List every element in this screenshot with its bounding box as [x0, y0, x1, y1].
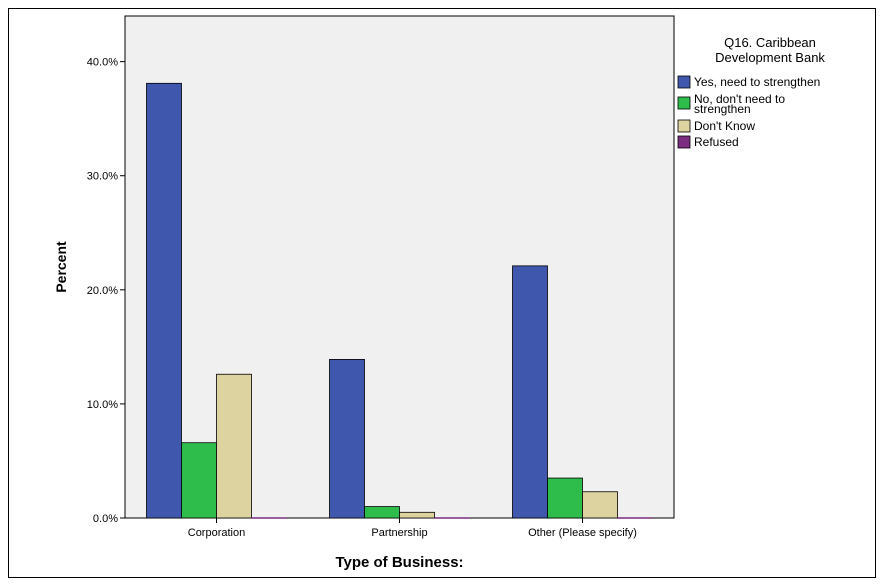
y-axis-title: Percent [53, 241, 69, 293]
legend-title: Development Bank [715, 50, 825, 65]
bar [582, 491, 618, 519]
bar [216, 373, 252, 519]
bar [364, 506, 400, 519]
y-tick-label: 0.0% [93, 513, 118, 525]
legend-label: No, don't need to [694, 92, 785, 106]
legend-label: strengthen [694, 102, 751, 116]
y-tick-label: 10.0% [87, 399, 118, 411]
legend-swatch [677, 119, 691, 133]
y-tick-label: 20.0% [87, 285, 118, 297]
bar [329, 359, 365, 519]
legend-swatch [677, 75, 691, 89]
x-tick-label: Other (Please specify) [528, 527, 637, 539]
x-tick-label: Partnership [371, 527, 427, 539]
y-tick-label: 30.0% [87, 171, 118, 183]
bar [512, 265, 548, 519]
x-tick-label: Corporation [188, 527, 245, 539]
legend-label: Refused [694, 135, 739, 149]
y-tick-label: 40.0% [87, 57, 118, 69]
legend-label: Yes, need to strengthen [694, 75, 820, 89]
legend-label: Don't Know [694, 119, 755, 133]
bar [399, 511, 435, 519]
bar [547, 477, 583, 519]
legend-title: Q16. Caribbean [724, 35, 816, 50]
legend-swatch [677, 135, 691, 149]
bar [181, 442, 217, 519]
bar [146, 82, 182, 519]
legend-swatch [677, 96, 691, 110]
x-axis-title: Type of Business: [335, 554, 463, 571]
